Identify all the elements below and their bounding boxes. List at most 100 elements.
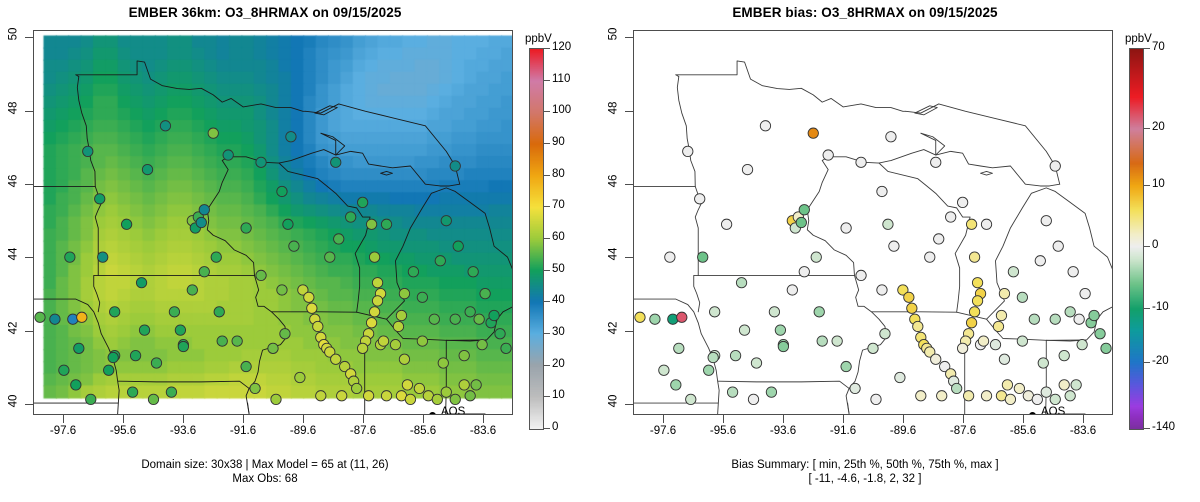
observation-marker	[324, 251, 336, 263]
caption-line-2: Max Obs: 68	[232, 473, 298, 485]
colorbar-tick-label: -10	[1152, 301, 1169, 314]
observation-marker	[759, 120, 772, 132]
observation-marker	[945, 211, 957, 223]
observation-marker	[380, 218, 393, 230]
y-axis-tick-label: 48	[606, 101, 619, 115]
observation-marker	[980, 218, 993, 230]
observation-marker	[479, 288, 491, 300]
colorbar-tick-label: 20	[1152, 120, 1165, 133]
observation-marker	[107, 351, 119, 364]
observation-marker	[306, 302, 318, 314]
observation-marker	[882, 218, 894, 230]
observation-marker	[924, 251, 936, 263]
observation-marker	[195, 216, 207, 229]
observation-marker	[795, 216, 807, 229]
observation-marker	[34, 311, 46, 323]
colorbar-tick	[543, 143, 550, 144]
x-axis-tick	[423, 415, 424, 423]
y-axis-tick-label: 44	[6, 247, 19, 261]
observation-marker	[956, 196, 969, 209]
observation-marker	[1040, 386, 1052, 398]
y-axis-tick-label: 42	[606, 321, 619, 335]
state-boundary	[717, 380, 850, 389]
observation-marker	[1058, 349, 1070, 362]
observation-marker	[798, 204, 810, 216]
y-axis-tick	[25, 184, 33, 185]
observation-marker	[109, 306, 121, 318]
observation-marker	[82, 145, 94, 157]
observation-marker	[670, 379, 682, 391]
colorbar-tick	[543, 428, 550, 429]
observation-marker	[741, 163, 754, 176]
observation-marker	[1013, 382, 1026, 395]
x-axis-tick	[183, 415, 184, 423]
y-axis-tick	[25, 37, 33, 39]
x-axis-tick	[783, 415, 784, 423]
colorbar-tick-label: 40	[552, 294, 565, 307]
observation-marker	[159, 120, 172, 132]
colorbar-tick	[543, 111, 550, 113]
observation-marker	[998, 353, 1011, 365]
observation-marker	[333, 233, 345, 245]
observation-marker	[962, 390, 975, 402]
y-axis-tick	[625, 404, 633, 405]
state-boundary	[956, 187, 1112, 342]
observation-marker	[362, 390, 375, 402]
observation-marker	[774, 324, 787, 336]
colorbar-unit-label: ppbV	[525, 33, 552, 45]
observation-marker	[210, 251, 222, 263]
observation-marker	[174, 324, 187, 336]
observation-marker	[452, 240, 464, 252]
observation-marker	[285, 131, 297, 143]
observation-marker	[500, 342, 512, 354]
observation-marker	[888, 240, 900, 252]
colorbar-tick-label: 70	[552, 199, 565, 212]
observation-marker	[697, 251, 709, 263]
observation-marker	[416, 291, 429, 303]
observation-marker	[673, 342, 685, 354]
observation-marker	[473, 313, 485, 325]
observation-marker	[936, 390, 948, 402]
observation-marker	[738, 324, 751, 336]
observation-marker	[377, 335, 390, 347]
state-boundary	[247, 402, 250, 414]
x-axis-tick-label: -83.6	[469, 425, 497, 437]
map-vectors-model	[34, 60, 512, 414]
observation-marker	[707, 351, 719, 364]
observation-marker	[94, 193, 106, 205]
observation-marker	[968, 306, 981, 318]
observation-marker	[849, 382, 861, 395]
observation-marker	[930, 353, 942, 365]
x-axis-tick	[843, 415, 844, 423]
state-boundary	[914, 105, 938, 116]
state-boundary	[634, 298, 720, 414]
observation-marker	[288, 240, 300, 252]
x-axis-tick	[723, 415, 724, 423]
observation-marker	[977, 335, 990, 347]
observation-marker	[965, 317, 978, 329]
caption-line-1: Domain size: 30x38 | Max Model = 65 at (…	[141, 459, 389, 471]
observation-marker	[294, 371, 306, 384]
observation-marker	[1058, 379, 1070, 391]
observation-marker	[855, 156, 867, 168]
state-boundary	[380, 171, 393, 176]
state-boundary	[445, 339, 447, 414]
y-axis-tick-label: 46	[606, 174, 619, 188]
x-axis-tick-label: -89.6	[289, 425, 317, 437]
state-boundary	[117, 380, 250, 389]
state-boundary	[847, 402, 850, 414]
observation-marker	[404, 393, 417, 405]
observation-marker	[449, 160, 461, 172]
y-axis-tick-label: 40	[6, 394, 19, 408]
colorbar-tick	[543, 396, 550, 398]
observation-marker	[1070, 379, 1082, 391]
observation-marker	[126, 386, 139, 398]
x-axis-tick	[1023, 415, 1024, 423]
observation-marker	[147, 393, 160, 405]
observation-marker	[413, 382, 426, 395]
colorbar-tick-label: 0	[552, 421, 559, 433]
observation-marker	[1052, 240, 1064, 252]
observation-marker	[1049, 393, 1061, 405]
state-boundary	[693, 274, 701, 313]
observation-marker	[150, 357, 163, 369]
